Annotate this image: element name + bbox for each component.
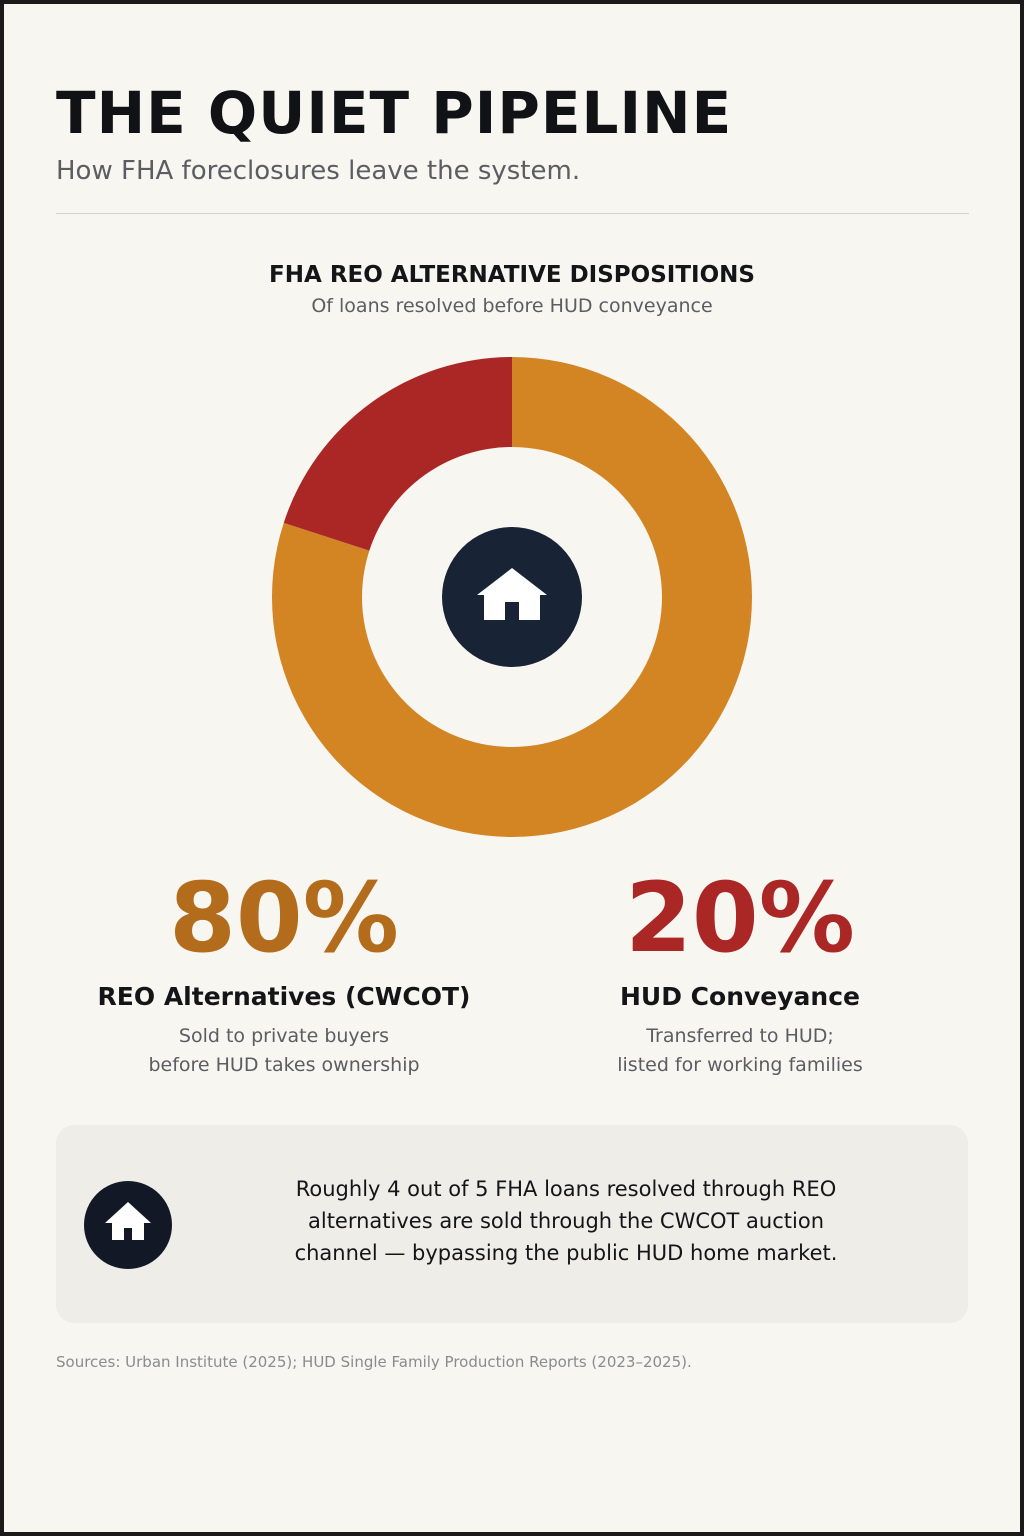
stat-description-line: Sold to private buyers bbox=[178, 1025, 390, 1047]
stat-description-line: before HUD takes ownership bbox=[148, 1054, 420, 1076]
donut-slice-hud-conveyance bbox=[283, 357, 512, 551]
callout-line: Roughly 4 out of 5 FHA loans resolved th… bbox=[295, 1177, 837, 1201]
donut-slice-reo-alternatives bbox=[272, 357, 752, 837]
stat-value: 80% bbox=[169, 862, 399, 974]
stat-description-line: Transferred to HUD; bbox=[646, 1025, 834, 1047]
sources-note: Sources: Urban Institute (2025); HUD Sin… bbox=[56, 1353, 692, 1371]
stat-description: Transferred to HUD; listed for working f… bbox=[510, 1022, 970, 1080]
house-icon bbox=[84, 1181, 172, 1269]
callout-line: alternatives are sold through the CWCOT … bbox=[308, 1209, 824, 1233]
callout-box: Roughly 4 out of 5 FHA loans resolved th… bbox=[56, 1125, 968, 1323]
callout-text: Roughly 4 out of 5 FHA loans resolved th… bbox=[236, 1173, 896, 1269]
chart-subtitle: Of loans resolved before HUD conveyance bbox=[311, 295, 713, 317]
infographic-page: THE QUIET PIPELINE How FHA foreclosures … bbox=[4, 4, 1020, 1532]
divider bbox=[56, 213, 969, 214]
stat-value: 20% bbox=[625, 862, 855, 974]
page-subtitle: How FHA foreclosures leave the system. bbox=[56, 156, 581, 186]
callout-line: channel — bypassing the public HUD home … bbox=[294, 1241, 838, 1265]
stat-label: REO Alternatives (CWCOT) bbox=[97, 982, 471, 1011]
house-icon bbox=[442, 527, 582, 667]
page-title: THE QUIET PIPELINE bbox=[56, 79, 733, 147]
stat-description-line: listed for working families bbox=[617, 1054, 863, 1076]
chart-title: FHA REO ALTERNATIVE DISPOSITIONS bbox=[269, 262, 755, 288]
stat-description: Sold to private buyers before HUD takes … bbox=[54, 1022, 514, 1080]
stat-label: HUD Conveyance bbox=[620, 982, 860, 1011]
